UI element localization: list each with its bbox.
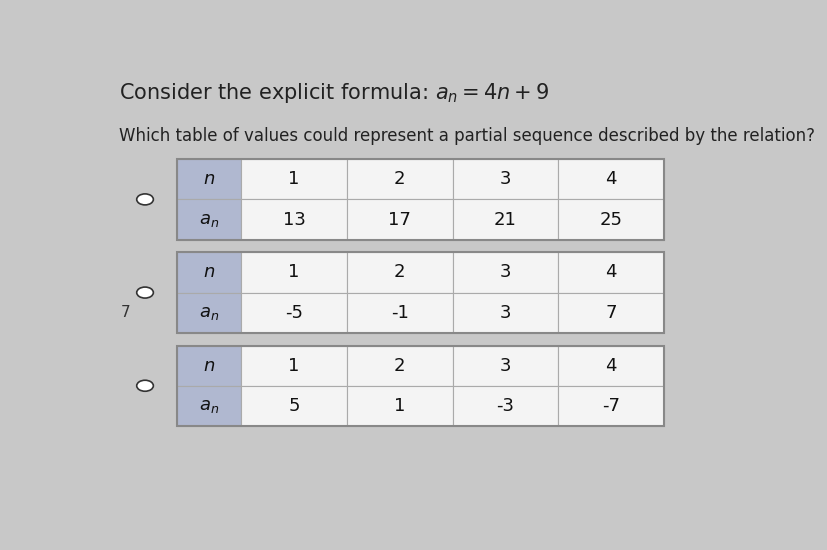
Bar — [177, 159, 241, 200]
Bar — [241, 159, 347, 200]
Text: 1: 1 — [289, 170, 299, 188]
Bar — [452, 200, 558, 240]
Bar — [177, 159, 664, 240]
Text: 7: 7 — [605, 304, 617, 322]
Text: 2: 2 — [394, 263, 405, 282]
Circle shape — [136, 287, 153, 298]
Bar — [558, 345, 664, 386]
Text: -1: -1 — [391, 304, 409, 322]
Text: 3: 3 — [500, 263, 511, 282]
Text: 17: 17 — [389, 211, 411, 228]
Text: $a_n$: $a_n$ — [199, 304, 219, 322]
Text: $n$: $n$ — [203, 356, 215, 375]
Bar — [177, 386, 241, 426]
Bar — [347, 159, 452, 200]
Bar — [177, 252, 241, 293]
Bar — [452, 293, 558, 333]
Text: Which table of values could represent a partial sequence described by the relati: Which table of values could represent a … — [119, 128, 815, 145]
Text: 7: 7 — [121, 305, 131, 320]
Bar — [177, 252, 664, 333]
Bar — [177, 293, 241, 333]
Bar — [177, 345, 664, 426]
Text: 13: 13 — [283, 211, 305, 228]
Text: 5: 5 — [289, 397, 300, 415]
Bar — [347, 345, 452, 386]
Text: Consider the explicit formula: $a_n = 4n + 9$: Consider the explicit formula: $a_n = 4n… — [119, 81, 550, 105]
Circle shape — [136, 194, 153, 205]
Bar — [177, 345, 241, 386]
Text: 4: 4 — [605, 356, 617, 375]
Bar — [241, 200, 347, 240]
Text: $n$: $n$ — [203, 170, 215, 188]
Text: 25: 25 — [600, 211, 623, 228]
Bar — [347, 252, 452, 293]
Text: -3: -3 — [496, 397, 514, 415]
Text: 2: 2 — [394, 170, 405, 188]
Text: 3: 3 — [500, 356, 511, 375]
Text: 21: 21 — [494, 211, 517, 228]
Text: -5: -5 — [285, 304, 303, 322]
Text: $a_n$: $a_n$ — [199, 397, 219, 415]
Bar — [347, 386, 452, 426]
Bar — [241, 252, 347, 293]
Text: 4: 4 — [605, 263, 617, 282]
Text: 1: 1 — [394, 397, 405, 415]
Text: 3: 3 — [500, 170, 511, 188]
Text: 3: 3 — [500, 304, 511, 322]
Text: 2: 2 — [394, 356, 405, 375]
Bar — [558, 293, 664, 333]
Bar — [347, 293, 452, 333]
Circle shape — [136, 380, 153, 391]
Text: -7: -7 — [602, 397, 620, 415]
Bar — [241, 345, 347, 386]
Text: 4: 4 — [605, 170, 617, 188]
Bar — [241, 386, 347, 426]
Bar — [452, 159, 558, 200]
Bar — [452, 252, 558, 293]
Bar — [452, 345, 558, 386]
Bar — [558, 159, 664, 200]
Bar — [452, 386, 558, 426]
Bar — [177, 200, 241, 240]
Bar — [347, 200, 452, 240]
Text: 1: 1 — [289, 263, 299, 282]
Bar — [241, 293, 347, 333]
Text: $n$: $n$ — [203, 263, 215, 282]
Text: $a_n$: $a_n$ — [199, 211, 219, 228]
Text: 1: 1 — [289, 356, 299, 375]
Bar — [558, 252, 664, 293]
Bar — [558, 386, 664, 426]
Bar — [558, 200, 664, 240]
